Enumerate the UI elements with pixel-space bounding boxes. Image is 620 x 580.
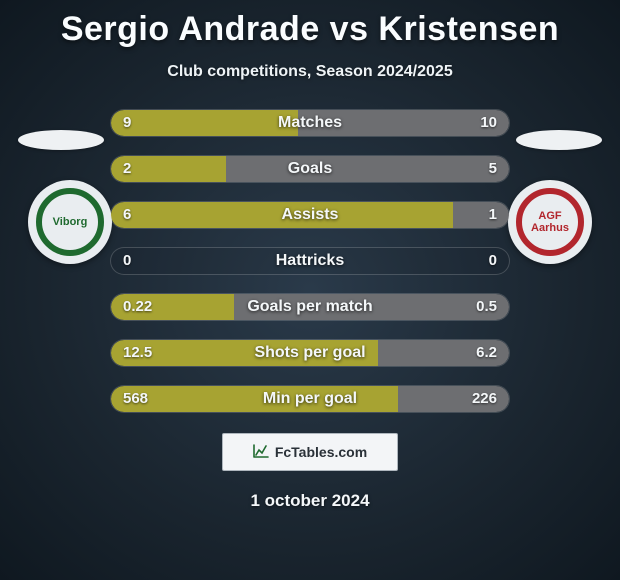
- value-left: 12.5: [111, 340, 164, 367]
- stat-row: 0 0Hattricks: [110, 247, 510, 275]
- stat-row: 0.220.5Goals per match: [110, 293, 510, 321]
- value-right: 10: [468, 110, 509, 137]
- value-right: 226: [460, 386, 509, 413]
- date-label: 1 october 2024: [0, 491, 620, 511]
- value-right: 1: [477, 202, 509, 229]
- club-badge-right: AGF Aarhus: [508, 180, 592, 264]
- comparison-chart: 910Matches25Goals61Assists00Hattricks0.2…: [110, 109, 510, 413]
- club-badge-right-inner: AGF Aarhus: [516, 188, 584, 256]
- stat-row: 910Matches: [110, 109, 510, 137]
- bar-right: [226, 156, 509, 182]
- value-left: 2: [111, 156, 143, 183]
- stat-row: 25Goals: [110, 155, 510, 183]
- value-left: 6: [111, 202, 143, 229]
- value-left: 9: [111, 110, 143, 137]
- club-badge-left-inner: Viborg: [36, 188, 104, 256]
- watermark-text: FcTables.com: [275, 444, 367, 460]
- value-right: 5: [477, 156, 509, 183]
- stat-row: 12.56.2Shots per goal: [110, 339, 510, 367]
- subtitle: Club competitions, Season 2024/2025: [0, 63, 620, 81]
- player-left-oval: [18, 130, 104, 150]
- club-badge-left: Viborg: [28, 180, 112, 264]
- chart-icon: [253, 444, 269, 461]
- value-left: 568: [111, 386, 160, 413]
- value-left: 0: [111, 248, 143, 275]
- watermark[interactable]: FcTables.com: [222, 433, 398, 471]
- value-right: 0: [477, 248, 509, 275]
- bar-left: [111, 202, 453, 228]
- stat-row: 568226Min per goal: [110, 385, 510, 413]
- value-right: 6.2: [464, 340, 509, 367]
- metric-label: Hattricks: [111, 248, 509, 275]
- page-title: Sergio Andrade vs Kristensen: [0, 0, 620, 49]
- stat-row: 61Assists: [110, 201, 510, 229]
- player-right-oval: [516, 130, 602, 150]
- value-left: 0.22: [111, 294, 164, 321]
- value-right: 0.5: [464, 294, 509, 321]
